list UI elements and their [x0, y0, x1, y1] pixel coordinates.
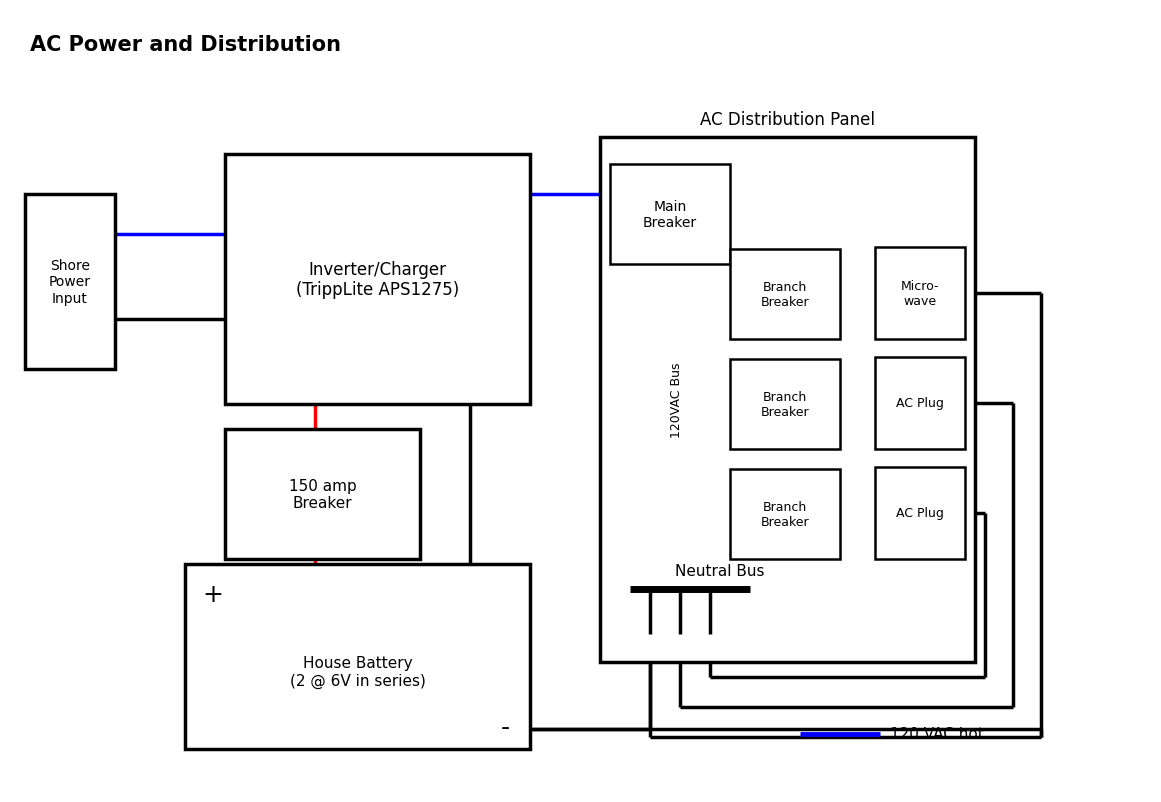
Text: Inverter/Charger
(TrippLite APS1275): Inverter/Charger (TrippLite APS1275) [296, 261, 459, 299]
Bar [730, 359, 841, 449]
Bar [26, 195, 115, 370]
Bar [185, 565, 531, 749]
Bar [600, 138, 975, 662]
Bar [730, 249, 841, 339]
Text: Main
Breaker: Main Breaker [643, 200, 697, 230]
Text: AC Distribution Panel: AC Distribution Panel [700, 111, 875, 129]
Bar [875, 468, 965, 559]
Text: 150 amp
Breaker: 150 amp Breaker [289, 478, 356, 511]
Text: House Battery
(2 @ 6V in series): House Battery (2 @ 6V in series) [289, 655, 425, 688]
Text: Branch
Breaker: Branch Breaker [760, 391, 809, 419]
Text: AC Power and Distribution: AC Power and Distribution [30, 35, 341, 55]
Bar [875, 358, 965, 449]
Text: -: - [500, 715, 510, 739]
Text: Micro-
wave: Micro- wave [901, 280, 939, 308]
Text: 120VAC Bus: 120VAC Bus [670, 362, 683, 437]
Bar [225, 429, 420, 559]
Bar [610, 164, 730, 265]
Text: Branch
Breaker: Branch Breaker [760, 500, 809, 529]
Text: AC Plug: AC Plug [896, 507, 944, 520]
Text: +: + [202, 582, 223, 606]
Text: Branch
Breaker: Branch Breaker [760, 281, 809, 309]
Bar [730, 469, 841, 559]
Text: Shore
Power
Input: Shore Power Input [49, 259, 91, 306]
Bar [225, 155, 531, 404]
Text: Neutral Bus: Neutral Bus [676, 564, 765, 579]
Text: AC Plug: AC Plug [896, 397, 944, 410]
Bar [875, 248, 965, 339]
Text: 120 VAC hot: 120 VAC hot [890, 727, 983, 742]
